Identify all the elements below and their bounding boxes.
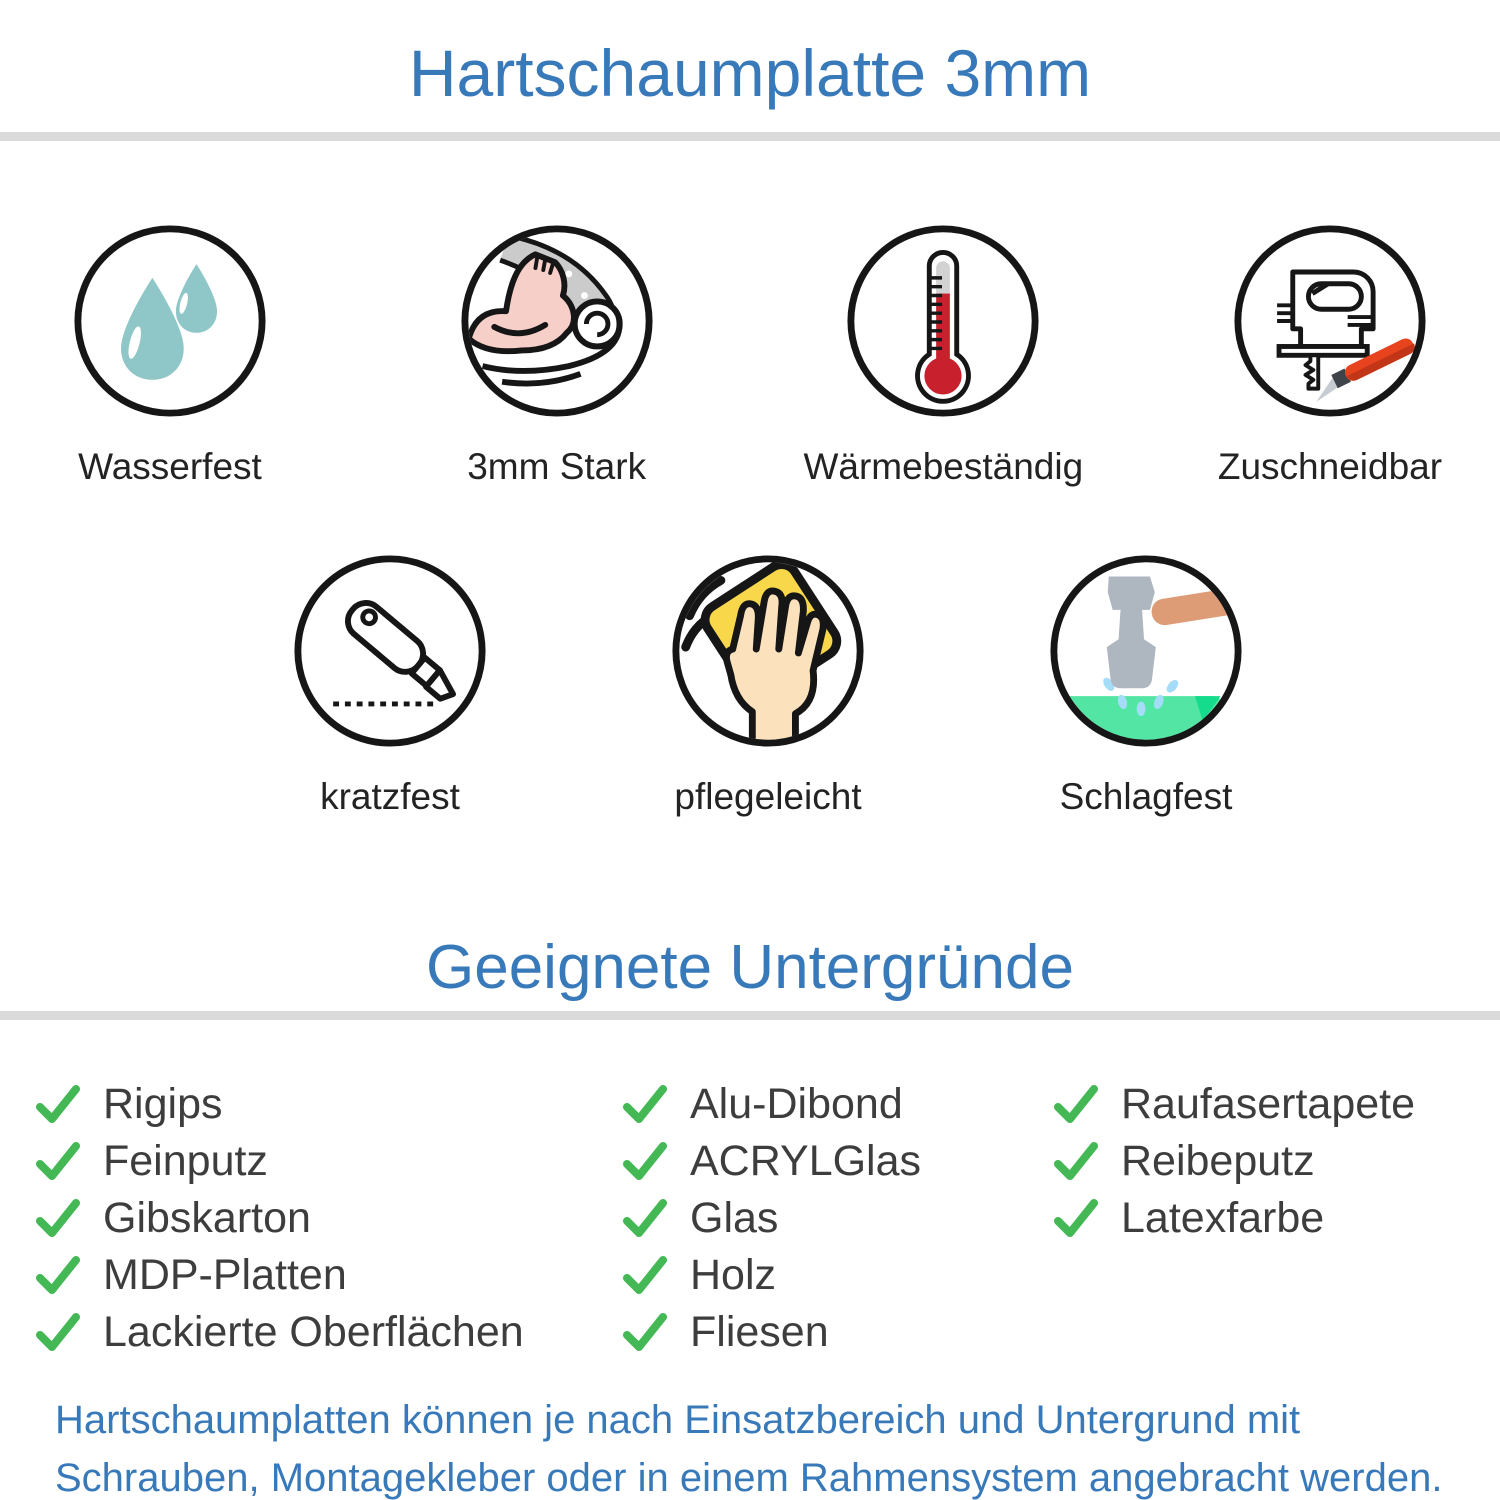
- list-item: Reibeputz: [1053, 1133, 1500, 1190]
- list-item-label: Holz: [690, 1250, 777, 1299]
- feature-pflegeleicht: pflegeleicht: [668, 553, 868, 819]
- list-item-label: Lackierte Oberflächen: [103, 1307, 524, 1356]
- list-item-label: Rigips: [103, 1079, 223, 1128]
- substrates-list: Rigips Feinputz Gibskarton MDP-Platten L…: [0, 1076, 1500, 1361]
- substrates-column-1: Rigips Feinputz Gibskarton MDP-Platten L…: [35, 1076, 622, 1361]
- section-title: Geeignete Untergründe: [425, 932, 1074, 1002]
- water-drops-icon: [74, 225, 266, 417]
- check-icon: [1054, 1085, 1098, 1124]
- mounting-note-line-1: Hartschaumplatten können je nach Einsatz…: [55, 1397, 1301, 1442]
- thermometer-icon: [847, 225, 1039, 417]
- check-icon: [36, 1313, 80, 1352]
- list-item: Rigips: [35, 1076, 622, 1133]
- list-item-label: ACRYLGlas: [690, 1136, 922, 1185]
- list-item-label: Glas: [690, 1193, 779, 1242]
- feature-label: Wasserfest: [78, 445, 262, 487]
- list-item-label: Alu-Dibond: [690, 1079, 903, 1128]
- list-item: ACRYLGlas: [622, 1133, 1053, 1190]
- list-item-label: MDP-Platten: [103, 1250, 347, 1299]
- feature-schlagfest: Schlagfest: [1046, 553, 1246, 819]
- features-row-2: kratzfest pflegeleicht: [18, 553, 1500, 819]
- substrates-column-2: Alu-Dibond ACRYLGlas Glas Holz Fliesen: [622, 1076, 1053, 1361]
- jigsaw-cutter-icon: [1234, 225, 1426, 417]
- mounting-note-line-2: Schrauben, Montagekleber oder in einem R…: [55, 1455, 1443, 1500]
- feature-label: Wärmebeständig: [803, 445, 1084, 487]
- list-item: Alu-Dibond: [622, 1076, 1053, 1133]
- list-item-label: Gibskarton: [103, 1193, 311, 1242]
- divider-middle: [0, 1010, 1500, 1020]
- hammer-impact-icon: [1050, 555, 1242, 747]
- features-row-1: Wasserfest: [0, 223, 1500, 489]
- feature-label: pflegeleicht: [674, 776, 862, 818]
- list-item: Feinputz: [35, 1133, 622, 1190]
- feature-label: Schlagfest: [1059, 776, 1233, 818]
- divider-top: [0, 131, 1500, 141]
- check-icon: [623, 1313, 667, 1352]
- list-item-label: Raufasertapete: [1121, 1079, 1416, 1128]
- list-item: MDP-Platten: [35, 1247, 622, 1304]
- list-item-label: Feinputz: [103, 1136, 268, 1185]
- list-item-label: Latexfarbe: [1121, 1193, 1325, 1242]
- list-item: Raufasertapete: [1053, 1076, 1500, 1133]
- feature-zuschneidbar: Zuschneidbar: [1218, 223, 1442, 489]
- feature-wasserfest: Wasserfest: [70, 223, 270, 489]
- feature-label: 3mm Stark: [467, 445, 647, 487]
- list-item: Holz: [622, 1247, 1053, 1304]
- check-icon: [623, 1085, 667, 1124]
- list-item: Gibskarton: [35, 1190, 622, 1247]
- list-item: Lackierte Oberflächen: [35, 1304, 622, 1361]
- list-item: Glas: [622, 1190, 1053, 1247]
- feature-label: kratzfest: [320, 776, 460, 818]
- feature-kratzfest: kratzfest: [290, 553, 490, 819]
- list-item-label: Fliesen: [690, 1307, 829, 1356]
- check-icon: [623, 1199, 667, 1238]
- feature-3mm-stark: 3mm Stark: [457, 223, 657, 489]
- page-title: Hartschaumplatte 3mm: [408, 36, 1092, 110]
- list-item: Latexfarbe: [1053, 1190, 1500, 1247]
- mounting-note: Hartschaumplatten können je nach Einsatz…: [0, 1391, 1500, 1500]
- check-icon: [36, 1256, 80, 1295]
- check-icon: [36, 1085, 80, 1124]
- list-item: Fliesen: [622, 1304, 1053, 1361]
- check-icon: [1054, 1199, 1098, 1238]
- list-item-label: Reibeputz: [1121, 1136, 1315, 1185]
- cleaning-cloth-hand-icon: [672, 555, 864, 747]
- check-icon: [1054, 1142, 1098, 1181]
- muscle-arm-icon: [461, 225, 653, 417]
- check-icon: [623, 1142, 667, 1181]
- cutter-knife-icon: [294, 555, 486, 747]
- feature-label: Zuschneidbar: [1217, 445, 1443, 487]
- feature-waermebestaendig: Wärmebeständig: [803, 223, 1083, 489]
- check-icon: [623, 1256, 667, 1295]
- substrates-column-3: Raufasertapete Reibeputz Latexfarbe: [1053, 1076, 1500, 1361]
- check-icon: [36, 1142, 80, 1181]
- check-icon: [36, 1199, 80, 1238]
